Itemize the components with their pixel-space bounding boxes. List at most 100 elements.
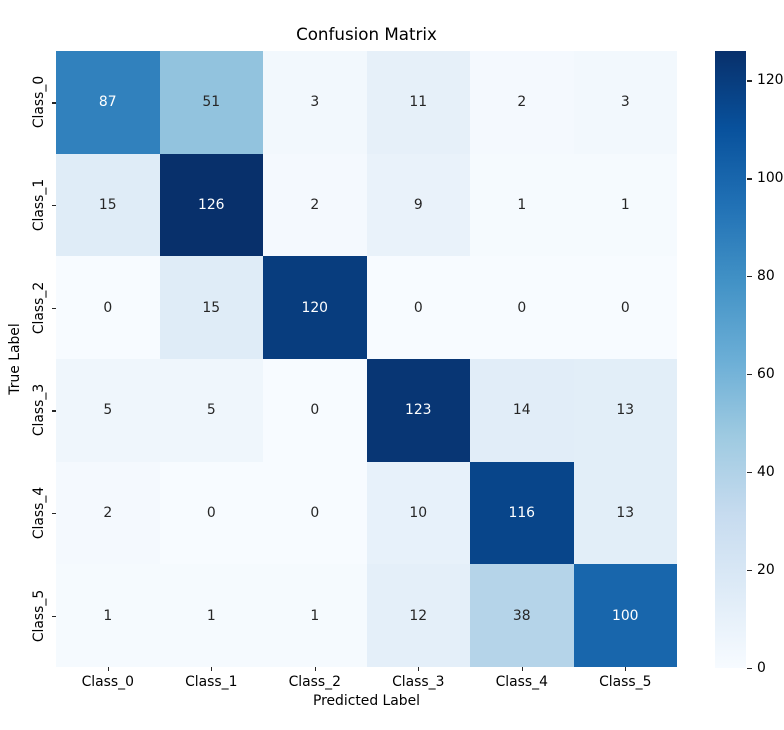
cell-value: 5	[103, 402, 113, 419]
heatmap-cell-r2c0: 0	[56, 256, 160, 359]
cell-value: 10	[409, 504, 428, 521]
heatmap-cell-r2c5: 0	[573, 256, 677, 359]
heatmap-cell-r4c0: 2	[56, 461, 160, 565]
heatmap-cell-r5c4: 38	[470, 564, 574, 667]
heatmap-cell-r4c5: 13	[573, 461, 677, 565]
heatmap-cell-r3c3: 123	[366, 358, 470, 462]
colorbar-tick-mark	[747, 80, 752, 82]
cell-value: 51	[202, 94, 221, 111]
heatmap-cell-r2c4: 0	[470, 256, 574, 359]
cell-value: 5	[206, 402, 216, 419]
heatmap-cell-r5c5: 100	[573, 564, 677, 667]
cell-value: 1	[103, 607, 113, 624]
cell-value: 0	[620, 299, 630, 316]
heatmap-cell-r3c0: 5	[56, 358, 160, 462]
colorbar-tick-label: 40	[757, 464, 775, 481]
cell-value: 0	[413, 299, 423, 316]
colorbar-tick-label: 80	[757, 268, 775, 285]
heatmap-cell-r5c2: 1	[263, 564, 367, 667]
cell-value: 3	[310, 94, 320, 111]
cell-value: 87	[98, 94, 117, 111]
y-tick-label: Class_1	[31, 178, 47, 232]
heatmap-cell-r1c0: 15	[56, 153, 160, 257]
heatmap-cell-r5c0: 1	[56, 564, 160, 667]
colorbar-tick-label: 120	[757, 72, 784, 89]
heatmap-cell-r1c3: 9	[366, 153, 470, 257]
colorbar-tick-mark	[747, 374, 752, 376]
cell-value: 15	[202, 299, 221, 316]
colorbar-tick-mark	[747, 178, 752, 180]
cell-value: 15	[98, 196, 117, 213]
cell-value: 12	[409, 607, 428, 624]
y-tick-label: Class_2	[31, 281, 47, 334]
heatmap-cell-r0c5: 3	[573, 51, 677, 154]
cell-value: 1	[206, 607, 216, 624]
cell-value: 123	[404, 402, 432, 419]
colorbar-tick-label: 0	[757, 660, 766, 676]
colorbar-tick-label: 60	[757, 366, 775, 383]
y-tick-label: Class_4	[31, 486, 47, 540]
colorbar-tick-mark	[747, 570, 752, 572]
cell-value: 126	[197, 196, 225, 213]
y-tick-label: Class_5	[31, 589, 47, 642]
colorbar-tick-mark	[747, 276, 752, 278]
heatmap-cell-r2c1: 15	[159, 256, 263, 359]
y-tick-label: Class_3	[31, 384, 47, 437]
heatmap-cell-r1c1: 126	[159, 153, 263, 257]
cell-value: 38	[512, 607, 531, 624]
heatmap-cell-r4c3: 10	[366, 461, 470, 565]
heatmap-cell-r1c4: 1	[470, 153, 574, 257]
chart-title: Confusion Matrix	[296, 24, 437, 44]
colorbar-tick-label: 100	[757, 170, 784, 187]
cell-value: 1	[620, 196, 630, 213]
heatmap-cell-r0c2: 3	[263, 51, 367, 154]
heatmap-cell-r0c0: 87	[56, 51, 160, 154]
heatmap-cell-r2c3: 0	[366, 256, 470, 359]
cell-value: 0	[103, 299, 113, 316]
cell-value: 116	[508, 504, 535, 521]
x-tick-mark	[211, 667, 213, 671]
heatmap-cell-r4c4: 116	[470, 461, 574, 565]
x-tick-mark	[107, 667, 109, 671]
colorbar-tick-mark	[747, 668, 752, 670]
x-tick-label: Class_1	[185, 674, 238, 690]
y-tick-label: Class_0	[31, 76, 47, 129]
heatmap-cell-r3c1: 5	[159, 358, 263, 462]
x-tick-mark	[418, 667, 420, 671]
cell-value: 2	[103, 504, 113, 521]
cell-value: 2	[310, 196, 320, 213]
cell-value: 0	[310, 504, 320, 521]
heatmap-cell-r4c2: 0	[263, 461, 367, 565]
cell-value: 13	[616, 402, 635, 419]
cell-value: 1	[310, 607, 320, 624]
cell-value: 1	[517, 196, 527, 213]
heatmap-cell-r3c2: 0	[263, 358, 367, 462]
heatmap-grid: 87 51 3 11 2 3 15 126 2 9 1 1 0 15 120 0 0 0 5 5 0 123 14 13 2 0 0…	[56, 51, 677, 667]
heatmap-cell-r1c2: 2	[263, 153, 367, 257]
colorbar-tick-label: 20	[757, 562, 775, 579]
heatmap-cell-r2c2: 120	[263, 256, 367, 359]
colorbar-tick-mark	[747, 472, 752, 474]
x-tick-mark	[314, 667, 316, 671]
cell-value: 2	[517, 94, 527, 111]
cell-value: 14	[512, 402, 531, 419]
x-axis-label: Predicted Label	[312, 693, 421, 709]
x-tick-mark	[521, 667, 523, 671]
cell-value: 100	[611, 607, 639, 624]
heatmap-cell-r0c4: 2	[470, 51, 574, 154]
heatmap-cell-r0c3: 11	[366, 51, 470, 154]
heatmap-cell-r5c3: 12	[366, 564, 470, 667]
x-tick-label: Class_5	[599, 674, 652, 690]
heatmap-cell-r5c1: 1	[159, 564, 263, 667]
cell-value: 0	[517, 299, 527, 316]
cell-value: 3	[620, 94, 630, 111]
x-tick-label: Class_4	[495, 674, 548, 690]
heatmap-cell-r0c1: 51	[159, 51, 263, 154]
heatmap-cell-r1c5: 1	[573, 153, 677, 257]
heatmap-cell-r3c4: 14	[470, 358, 574, 462]
cell-value: 120	[301, 299, 328, 316]
x-tick-label: Class_2	[288, 674, 341, 690]
heatmap-cell-r3c5: 13	[573, 358, 677, 462]
x-tick-mark	[625, 667, 627, 671]
